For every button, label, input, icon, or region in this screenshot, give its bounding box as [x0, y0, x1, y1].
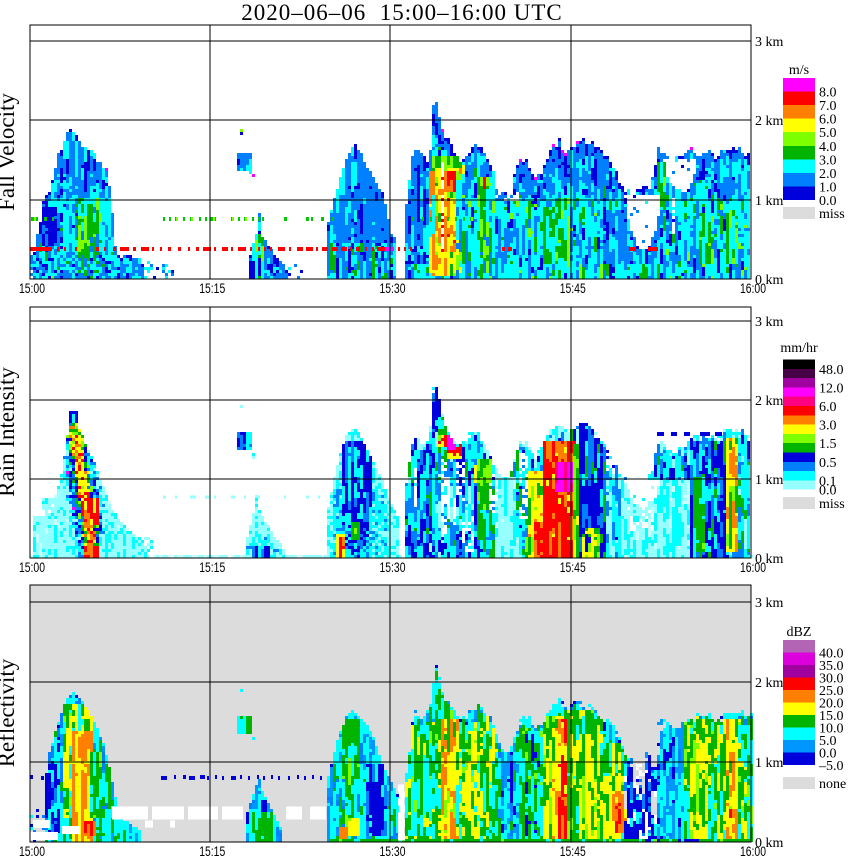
svg-text:0 km: 0 km: [755, 552, 784, 567]
svg-text:2020–06–06 15:00–16:00 UTC: 2020–06–06 15:00–16:00 UTC: [241, 0, 563, 25]
svg-text:40.0: 40.0: [819, 647, 844, 662]
svg-text:16:00: 16:00: [740, 560, 766, 575]
svg-text:0 km: 0 km: [755, 836, 784, 851]
svg-text:15.0: 15.0: [819, 709, 844, 724]
svg-text:0.5: 0.5: [819, 456, 837, 471]
svg-text:3 km: 3 km: [755, 35, 784, 50]
svg-text:15:45: 15:45: [560, 560, 586, 575]
svg-text:16:00: 16:00: [740, 281, 766, 296]
svg-text:1.5: 1.5: [819, 437, 837, 452]
svg-text:25.0: 25.0: [819, 684, 844, 699]
svg-text:15:00: 15:00: [19, 844, 45, 859]
svg-text:Reflectivity: Reflectivity: [0, 658, 19, 767]
svg-text:5.0: 5.0: [819, 734, 837, 749]
svg-text:15:30: 15:30: [380, 844, 406, 859]
svg-text:2.0: 2.0: [819, 167, 837, 182]
svg-text:3 km: 3 km: [755, 315, 784, 330]
svg-text:20.0: 20.0: [819, 697, 844, 712]
svg-text:15:15: 15:15: [199, 281, 225, 296]
svg-text:48.0: 48.0: [819, 363, 844, 378]
svg-text:15:00: 15:00: [19, 281, 45, 296]
svg-text:15:30: 15:30: [380, 281, 406, 296]
svg-text:15:45: 15:45: [560, 281, 586, 296]
svg-text:–5.0: –5.0: [818, 759, 844, 774]
svg-text:15:00: 15:00: [19, 560, 45, 575]
svg-text:6.0: 6.0: [819, 113, 837, 128]
svg-text:2 km: 2 km: [755, 676, 784, 691]
svg-text:1.0: 1.0: [819, 181, 837, 196]
svg-text:2 km: 2 km: [755, 394, 784, 409]
svg-text:miss: miss: [819, 497, 845, 512]
svg-text:0.0: 0.0: [819, 194, 837, 209]
svg-text:dBZ: dBZ: [787, 625, 812, 640]
svg-text:15:30: 15:30: [380, 560, 406, 575]
svg-text:3.0: 3.0: [819, 153, 837, 168]
svg-text:8.0: 8.0: [819, 86, 837, 101]
svg-text:0.0: 0.0: [819, 484, 837, 499]
svg-text:6.0: 6.0: [819, 400, 837, 415]
svg-text:2 km: 2 km: [755, 114, 784, 129]
svg-text:none: none: [819, 777, 846, 792]
svg-text:miss: miss: [819, 207, 845, 222]
svg-text:16:00: 16:00: [740, 844, 766, 859]
svg-text:mm/hr: mm/hr: [780, 341, 818, 356]
svg-text:1 km: 1 km: [755, 756, 784, 771]
svg-text:Fall Velocity: Fall Velocity: [0, 93, 19, 211]
svg-text:0.0: 0.0: [819, 747, 837, 762]
svg-text:1 km: 1 km: [755, 473, 784, 488]
svg-text:Rain Intensity: Rain Intensity: [0, 367, 19, 497]
svg-text:3 km: 3 km: [755, 596, 784, 611]
svg-text:0.1: 0.1: [819, 474, 837, 489]
svg-text:0 km: 0 km: [755, 273, 784, 288]
svg-text:35.0: 35.0: [819, 659, 844, 674]
svg-text:4.0: 4.0: [819, 140, 837, 155]
svg-text:15:45: 15:45: [560, 844, 586, 859]
svg-text:m/s: m/s: [789, 63, 809, 78]
svg-text:12.0: 12.0: [819, 381, 844, 396]
svg-text:3.0: 3.0: [819, 419, 837, 434]
svg-text:5.0: 5.0: [819, 126, 837, 141]
svg-text:7.0: 7.0: [819, 99, 837, 114]
svg-text:15:15: 15:15: [199, 844, 225, 859]
svg-text:10.0: 10.0: [819, 722, 844, 737]
svg-text:1 km: 1 km: [755, 194, 784, 209]
svg-text:15:15: 15:15: [199, 560, 225, 575]
svg-text:30.0: 30.0: [819, 672, 844, 687]
